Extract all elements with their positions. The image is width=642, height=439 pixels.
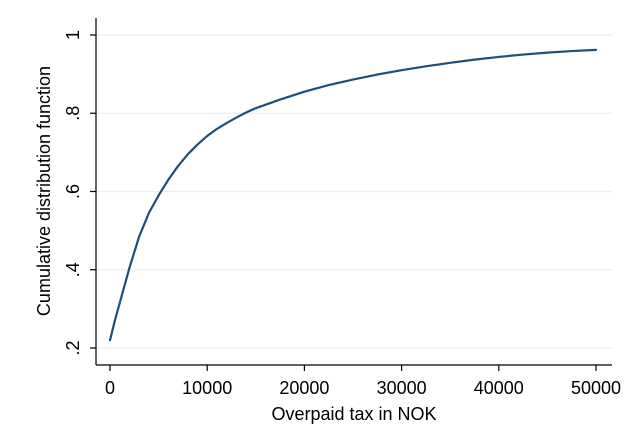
y-tick-label: 1: [63, 30, 83, 40]
y-axis-title: Cumulative distribution function: [34, 66, 54, 316]
x-tick-label: 20000: [279, 378, 329, 398]
x-axis-title: Overpaid tax in NOK: [271, 404, 436, 424]
y-tick-label: .6: [63, 184, 83, 199]
y-tick-label: .8: [63, 106, 83, 121]
x-axis-ticks: 0 10000 20000 30000 40000 50000: [105, 365, 621, 398]
y-tick-label: .4: [63, 262, 83, 277]
x-tick-label: 0: [105, 378, 115, 398]
x-tick-label: 10000: [182, 378, 232, 398]
cdf-series-line: [108, 48, 598, 342]
gridlines: [97, 34, 612, 349]
x-tick-label: 30000: [377, 378, 427, 398]
x-tick-label: 50000: [571, 378, 621, 398]
y-axis-ticks: .2 .4 .6 .8 1: [63, 30, 96, 356]
y-tick-label: .2: [63, 340, 83, 355]
x-tick-label: 40000: [474, 378, 524, 398]
